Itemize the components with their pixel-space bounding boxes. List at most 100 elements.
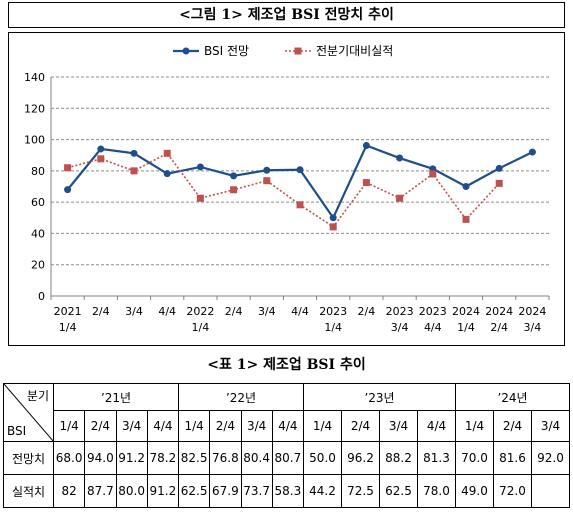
actual-point <box>396 194 404 202</box>
quarter-header: 2/4 <box>84 410 117 442</box>
year-header: ’24년 <box>455 383 570 411</box>
x-tick-label: 1/4 <box>324 321 342 334</box>
table-cell: 80.0 <box>115 474 148 508</box>
quarter-header: 2/4 <box>493 410 532 442</box>
table-cell: 81.6 <box>493 441 532 475</box>
forecast-point <box>396 154 404 162</box>
x-tick-label: 2023 <box>386 305 414 318</box>
table-cell: 78.2 <box>146 441 180 475</box>
legend-marker-actual <box>294 47 302 55</box>
x-tick-label: 1/4 <box>192 321 210 334</box>
corner-top-label: 분기 <box>26 389 49 403</box>
table-cell: 49.0 <box>455 474 494 508</box>
table-cell: 58.3 <box>271 474 305 508</box>
x-tick-label: 2/4 <box>490 321 508 334</box>
forecast-point <box>462 183 470 190</box>
y-tick-label: 140 <box>24 71 45 84</box>
quarter-header: 3/4 <box>531 410 570 442</box>
quarter-header: 1/4 <box>177 410 211 442</box>
year-header: ’23년 <box>303 383 456 411</box>
figure-title: <그림 1> 제조업 BSI 전망치 추이 <box>8 2 565 28</box>
table-cell: 72.0 <box>493 474 532 508</box>
table-cell: 82 <box>52 474 86 508</box>
table-cell: 44.2 <box>303 474 342 508</box>
table-corner: 분기 BSI <box>3 383 54 442</box>
x-tick-label: 2023 <box>419 305 447 318</box>
x-tick-label: 1/4 <box>457 321 475 334</box>
row-label: 전망치 <box>3 441 54 475</box>
x-tick-label: 2/4 <box>92 305 110 318</box>
x-tick-label: 2/4 <box>225 305 243 318</box>
quarter-header: 3/4 <box>115 410 148 442</box>
quarter-header: 1/4 <box>52 410 86 442</box>
quarter-row: 1/4 2/4 3/4 4/4 1/4 2/4 3/4 4/4 1/4 2/4 … <box>4 410 570 442</box>
table-cell: 76.8 <box>209 441 242 475</box>
table-cell: 67.9 <box>209 474 242 508</box>
forecast-point <box>296 166 304 174</box>
table-cell: 73.7 <box>240 474 273 508</box>
table-cell: 91.2 <box>146 474 180 508</box>
y-tick-label: 20 <box>31 259 45 272</box>
quarter-header: 2/4 <box>209 410 242 442</box>
year-header: ’22년 <box>178 383 304 411</box>
x-tick-label: 4/4 <box>424 321 442 334</box>
forecast-point <box>230 172 238 180</box>
table-cell: 91.2 <box>115 441 148 475</box>
actual-point <box>495 179 503 187</box>
quarter-header: 1/4 <box>455 410 494 442</box>
actual-point <box>362 179 370 187</box>
table-cell: 68.0 <box>52 441 86 475</box>
series-line-actual <box>67 152 500 228</box>
x-tick-label: 2023 <box>319 305 347 318</box>
table-cell: 78.0 <box>417 474 456 508</box>
actual-point <box>163 149 171 157</box>
legend-label-actual: 전분기대비실적 <box>316 44 393 58</box>
bsi-line-chart: 0 20 40 60 80 100 120 140 2021 1/4 2/4 3/4 4/4 2022 1/… <box>24 44 550 334</box>
forecast-point <box>97 145 105 153</box>
quarter-header: 2/4 <box>341 410 380 442</box>
table-cell: 50.0 <box>303 441 342 475</box>
x-tick-label: 2021 <box>54 305 82 318</box>
table-cell: 62.5 <box>379 474 418 508</box>
actual-point <box>329 223 337 231</box>
table-cell: 94.0 <box>84 441 117 475</box>
year-row: 분기 BSI ’21년 ’22년 ’23년 ’24년 <box>3 383 570 442</box>
table-cell: 81.3 <box>417 441 456 475</box>
table-cell: 80.4 <box>240 441 273 475</box>
table-row-actual: 실적치 82 87.7 80.0 91.2 62.5 67.9 73.7 58.… <box>3 474 570 508</box>
actual-point <box>230 186 238 194</box>
quarter-header: 4/4 <box>417 410 456 442</box>
x-tick-label: 2/4 <box>358 305 376 318</box>
y-tick-label: 120 <box>24 102 45 115</box>
row-label: 실적치 <box>3 474 54 508</box>
table-cell: 80.7 <box>271 441 305 475</box>
y-tick-label: 80 <box>31 165 45 178</box>
bsi-table: 분기 BSI ’21년 ’22년 ’23년 ’24년 1/4 2/4 3/4 4… <box>3 383 570 508</box>
legend-label-forecast: BSI 전망 <box>204 44 249 58</box>
quarter-header: 4/4 <box>146 410 180 442</box>
quarter-header: 4/4 <box>271 410 305 442</box>
y-tick-label: 60 <box>31 196 45 209</box>
legend-marker-forecast <box>182 47 190 55</box>
actual-point <box>97 155 105 163</box>
table-cell: 70.0 <box>455 441 494 475</box>
actual-point <box>64 164 72 172</box>
chart-frame: 0 20 40 60 80 100 120 140 2021 1/4 2/4 3/4 4/4 2022 1/… <box>8 32 565 346</box>
table-cell: 72.5 <box>341 474 380 508</box>
forecast-point <box>495 164 503 172</box>
forecast-point <box>528 148 536 156</box>
x-tick-label: 4/4 <box>158 305 176 318</box>
table-cell: 92.0 <box>531 441 570 475</box>
table-cell: 87.7 <box>84 474 117 508</box>
y-tick-label: 100 <box>24 134 45 147</box>
x-tick-label: 3/4 <box>125 305 143 318</box>
x-tick-label: 4/4 <box>291 305 309 318</box>
x-tick-label: 2024 <box>485 305 513 318</box>
table-title: <표 1> 제조업 BSI 추이 <box>207 357 366 373</box>
x-tick-label: 3/4 <box>258 305 276 318</box>
forecast-point <box>64 186 72 194</box>
quarter-header: 3/4 <box>240 410 273 442</box>
actual-point <box>429 170 437 178</box>
actual-point <box>130 167 138 175</box>
quarter-header: 3/4 <box>379 410 418 442</box>
